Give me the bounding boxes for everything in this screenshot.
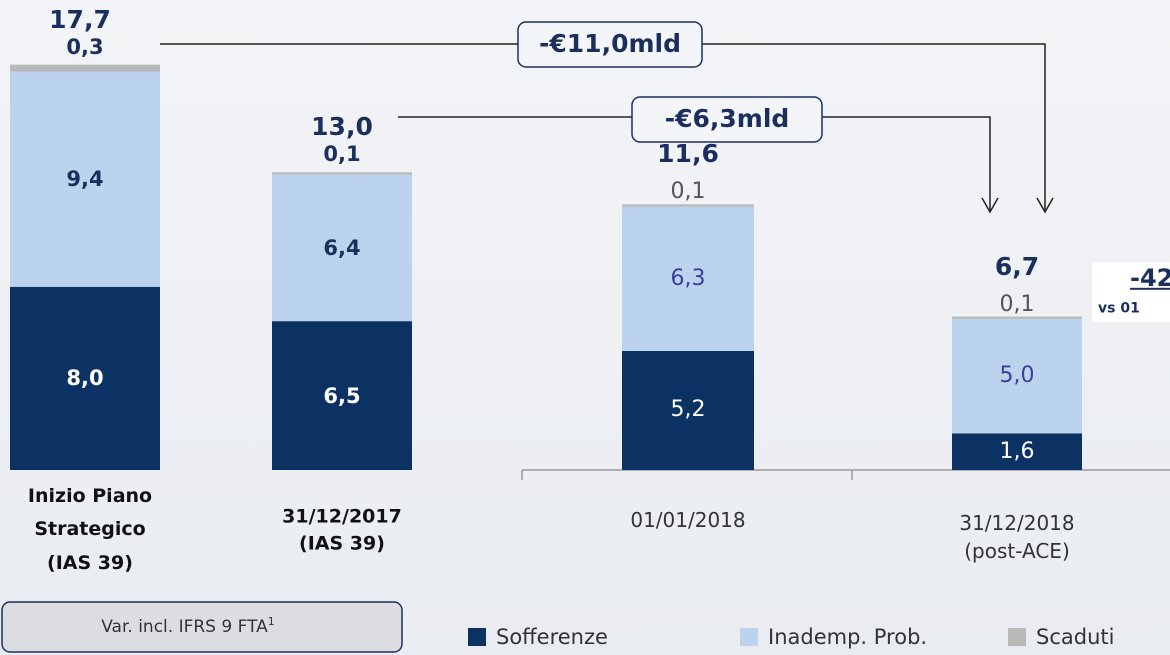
bar-segment [10,64,160,72]
data-label: 8,0 [66,366,104,391]
bar-segment [272,174,412,322]
data-label: 0,1 [670,179,706,205]
total-label: 13,0 [311,112,373,142]
legend-swatch [468,628,486,646]
data-label: 1,6 [999,438,1035,464]
bar-segment [622,206,754,351]
data-label: 0,1 [323,142,361,167]
annotation-box [517,21,703,68]
data-label: 6,5 [323,383,361,408]
data-label: 5,2 [670,397,706,423]
bracket-line [398,116,991,210]
bar-segment [622,204,754,207]
annotation: vs 01 [1098,300,1140,317]
bar-segment [10,286,160,470]
data-label: 0,1 [999,291,1035,317]
data-label: 6,3 [670,265,706,291]
footnote-text: Var. incl. IFRS 9 FTA [101,616,268,637]
x-tick-label: 31/12/2018 (post-ACE) [959,511,1075,563]
x-tick-label: 01/01/2018 [630,508,746,532]
bar-segment [952,433,1082,470]
annotation: -42 [1130,263,1170,292]
arrow [981,197,999,214]
legend-label: Sofferenze [496,624,608,649]
footnote-box [1,601,403,653]
total-label: 6,7 [994,251,1040,281]
bar-segment [272,172,412,175]
bar-segment [952,316,1082,319]
annotation: -€6,3mld [664,104,790,134]
data-label: 5,0 [999,363,1035,389]
legend-swatch [740,628,758,646]
x-tick-label: Inizio Piano Strategico (IAS 39) [27,485,153,574]
legend-label: Scaduti [1036,624,1115,649]
legend-swatch [1008,628,1026,646]
data-label: 9,4 [66,166,104,191]
total-label: 11,6 [657,139,719,169]
data-label: 6,4 [323,235,361,260]
bar-segment [10,71,160,287]
arrow [1036,197,1054,214]
annotation: -€11,0mld [539,29,681,59]
bar-segment [272,321,412,470]
total-label: 17,7 [49,4,111,34]
data-label: 0,3 [66,34,104,59]
x-tick-label: 31/12/2017 (IAS 39) [282,505,402,554]
bar-segment [622,350,754,470]
legend-label: Inademp. Prob. [768,624,928,649]
bar-segment [952,318,1082,434]
footnote: Var. incl. IFRS 9 FTA1 [101,615,275,639]
bracket-line [160,43,1046,210]
annotation-box [1092,262,1170,322]
footnote-mark: 1 [267,615,275,629]
annotation-box [631,96,823,143]
